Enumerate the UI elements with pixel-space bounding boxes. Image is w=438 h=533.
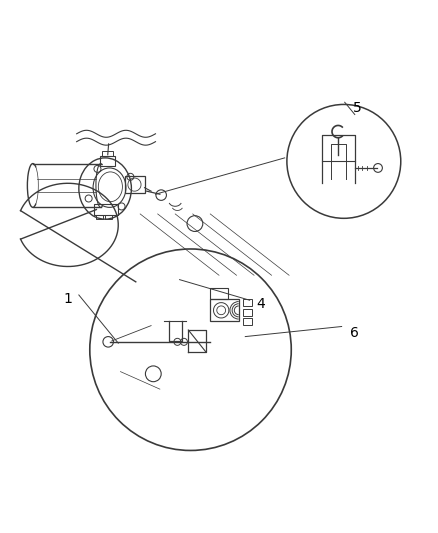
- Text: 4: 4: [256, 297, 265, 311]
- Bar: [125, 176, 145, 193]
- Bar: [243, 310, 252, 316]
- Bar: [100, 156, 115, 166]
- Bar: [210, 288, 228, 300]
- Bar: [243, 318, 252, 325]
- Bar: [243, 300, 252, 306]
- Bar: [105, 215, 112, 219]
- Text: 1: 1: [64, 292, 72, 306]
- Bar: [94, 204, 118, 215]
- Bar: [96, 215, 103, 219]
- Text: 6: 6: [350, 326, 359, 340]
- Bar: [102, 151, 113, 156]
- Bar: [210, 300, 239, 321]
- Text: 5: 5: [353, 101, 361, 115]
